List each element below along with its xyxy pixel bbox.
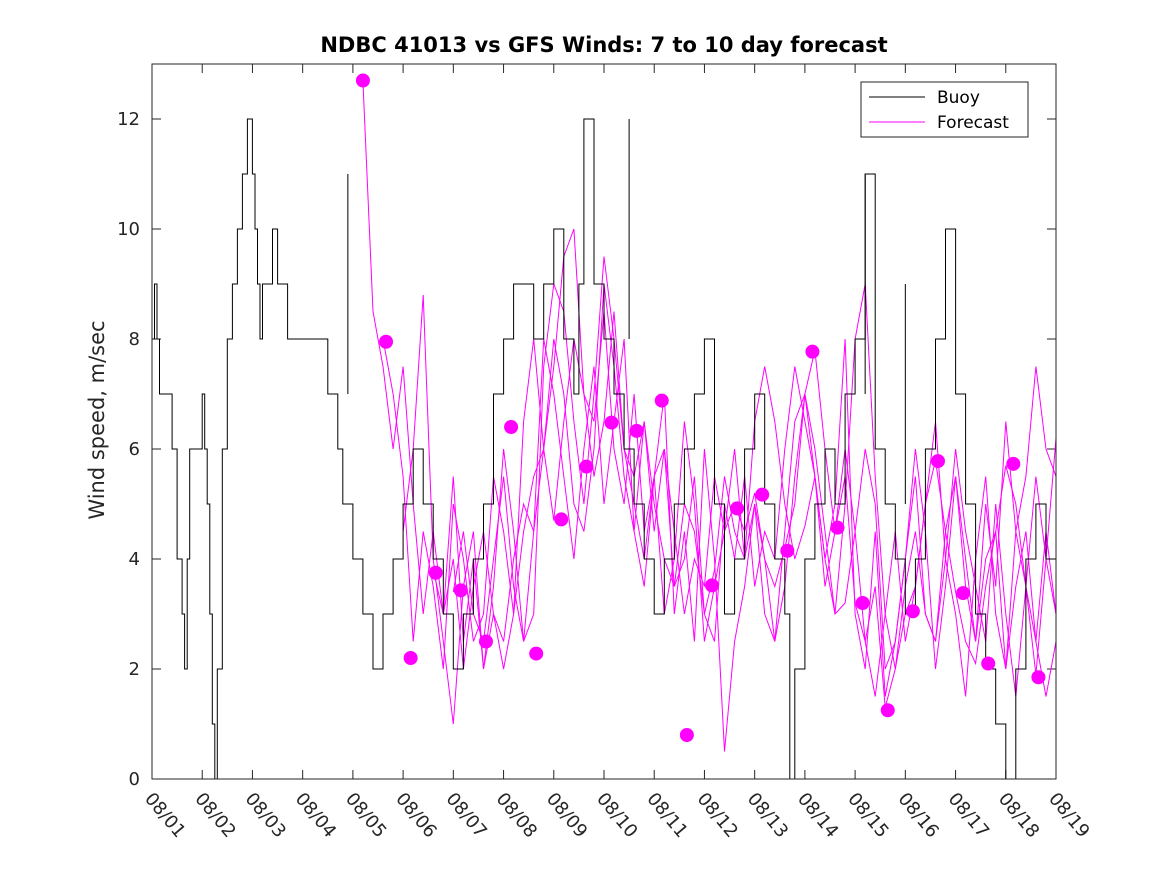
forecast-marker (629, 423, 644, 438)
y-tick-label: 6 (129, 439, 140, 460)
forecast-marker (654, 393, 669, 408)
y-tick-label: 2 (129, 659, 140, 680)
forecast-marker (930, 454, 945, 469)
y-tick-label: 0 (129, 769, 140, 790)
forecast-marker (704, 578, 719, 593)
forecast-marker (780, 543, 795, 558)
forecast-marker (355, 73, 370, 88)
buoy-line (152, 118, 1056, 779)
legend: Buoy Forecast (860, 81, 1029, 138)
legend-box (860, 81, 1029, 138)
forecast-marker (1006, 456, 1021, 471)
series-layer (152, 80, 1056, 779)
forecast-marker (805, 344, 820, 359)
forecast-marker (529, 646, 544, 661)
forecast-marker (379, 334, 394, 349)
plot-frame (151, 63, 1057, 780)
forecast-marker (830, 520, 845, 535)
forecast-line-2 (382, 228, 1056, 697)
forecast-marker (604, 415, 619, 430)
y-tick-label: 8 (129, 329, 140, 350)
forecast-marker (478, 634, 493, 649)
forecast-marker (1031, 670, 1046, 685)
y-tick-label: 12 (117, 109, 140, 130)
forecast-marker (403, 651, 418, 665)
y-axis-label: Wind speed, m/sec (85, 320, 109, 519)
forecast-marker (428, 565, 443, 580)
forecast-marker (880, 703, 895, 718)
y-tick-label: 10 (117, 219, 140, 240)
legend-label-buoy: Buoy (937, 88, 980, 108)
y-tick-label: 4 (129, 549, 140, 570)
forecast-marker (504, 420, 519, 434)
forecast-marker (679, 728, 694, 742)
forecast-marker (554, 512, 569, 527)
forecast-marker (730, 501, 745, 516)
forecast-marker (956, 586, 971, 601)
forecast-marker (579, 459, 594, 474)
forecast-marker (905, 604, 920, 619)
forecast-markers (355, 73, 1046, 742)
forecast-line-5 (452, 311, 1056, 708)
forecast-marker (453, 583, 468, 598)
forecast-marker (981, 656, 996, 671)
legend-label-forecast: Forecast (937, 113, 1009, 133)
forecast-marker (755, 487, 770, 502)
forecast-marker (855, 596, 870, 610)
forecast-line-1 (362, 80, 1056, 697)
chart-title: NDBC 41013 vs GFS Winds: 7 to 10 day for… (320, 33, 887, 57)
